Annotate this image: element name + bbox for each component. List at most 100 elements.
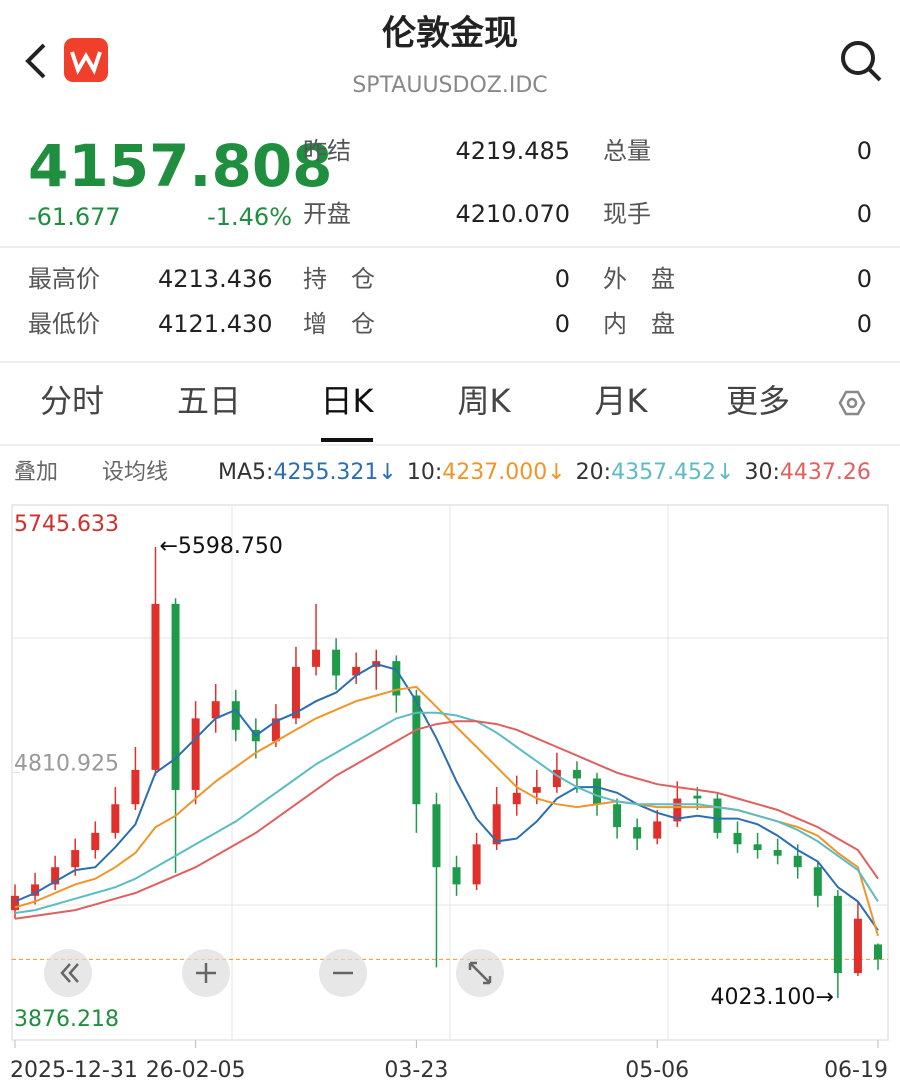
tab[interactable]: 五日 [177,382,241,420]
stat-value: 4210.070 [455,200,570,228]
search-button[interactable] [841,41,875,75]
ma-name: MA5: [218,460,273,485]
x-tick-label: 06-19 [824,1058,888,1083]
candle-body [352,666,361,676]
tab[interactable]: 更多 [726,382,790,420]
candle-body [91,832,100,851]
candle-body [673,798,682,822]
code: SPTAUUSDOZ.IDC [352,73,547,98]
stat-label: 总量 [603,137,651,165]
scroll-left-button[interactable] [44,949,92,997]
ma-name: 20: [576,460,611,485]
x-tick-label: 03-23 [384,1058,448,1083]
x-tick-label: 26-02-05 [146,1058,246,1083]
x-tick-label: 05-06 [625,1058,689,1083]
candle-body [813,867,822,896]
stat-label: 现手 [603,200,651,228]
ma-value: 4357.452↓ [611,460,734,485]
tab[interactable]: 周K [458,382,512,420]
icon [196,963,216,983]
candle-body [733,832,742,845]
candle-body [452,867,461,885]
candle-body [211,701,220,719]
candle-body [793,855,802,868]
candle-body [492,804,501,845]
candle-body [713,798,722,833]
stat-label: 增 仓 [303,310,375,338]
ma-line [14,662,879,931]
candle-body [472,844,481,885]
stat-value: 4121.430 [158,310,273,338]
chart-buttons [44,949,504,997]
candle-body [231,701,240,730]
candle-body [773,850,782,856]
stat-value: 4213.436 [158,265,273,293]
candle-body [191,718,200,790]
candle-body [874,944,882,960]
candle-body [11,895,19,911]
ma-name: 30: [744,460,779,485]
settings-button[interactable] [838,390,866,416]
stat-value: 0 [857,200,872,228]
stat-label: 内 盘 [603,310,675,338]
y-tick-label: 5745.633 [14,512,119,537]
stat-value: 0 [857,137,872,165]
tab[interactable]: 分时 [40,382,104,420]
ma-line [14,720,879,920]
change-pct: -1.46% [207,203,292,231]
annotation: ←5598.750 [159,534,282,559]
candle-body [633,827,642,839]
stat-label: 最高价 [28,265,100,293]
candle-body [131,769,140,805]
app-icon-glyph [70,51,102,75]
candle-body [552,769,561,788]
tab[interactable]: 月K [595,382,649,420]
stat-label: 持 仓 [303,265,375,293]
candle-body [312,649,321,667]
tab[interactable]: 日K [321,382,375,420]
candle-body [332,649,341,676]
candle-body [753,844,762,851]
candle-body [613,804,622,828]
candle-body [432,804,441,868]
candle-body [111,804,120,833]
stat-value: 0 [857,265,872,293]
candle-body [853,918,862,974]
search-handle [867,67,882,82]
toolbar-item[interactable]: 叠加 [14,460,58,485]
candle-body [31,884,40,896]
toolbar-item[interactable]: 设均线 [102,460,168,485]
ma-value: 4255.321↓ [273,460,396,485]
price: 4157.808 [28,132,333,200]
stat-value: 0 [555,310,570,338]
tab-underline [321,438,373,442]
candle-body [833,895,842,974]
ma-name: 10: [407,460,442,485]
title: 伦敦金现 [382,14,518,54]
candle-body [512,792,521,805]
y-tick-label: 4810.925 [14,752,119,777]
candle-body [392,661,401,696]
candle-body [51,867,60,885]
candle-body [151,603,160,770]
change: -61.677 [28,203,121,231]
ma-value: 4237.000↓ [442,460,565,485]
candle-body [653,821,662,839]
candle-body [572,769,581,779]
candle-body [693,795,702,799]
candle-body [291,666,300,719]
ma-line [14,685,879,937]
stat-value: 0 [555,265,570,293]
candle-body [171,603,180,790]
ma-line [14,711,879,914]
y-tick-label: 3876.218 [14,1007,119,1032]
candles: 3876.218 4810.925 5745.633 2025-12-31 26-02-… [10,504,888,1083]
stat-value: 4219.485 [455,137,570,165]
candle-body [271,718,280,742]
x-tick-label: 2025-12-31 [10,1058,138,1083]
candle-body [71,850,80,868]
icon [60,963,79,983]
back-button[interactable] [25,43,46,79]
